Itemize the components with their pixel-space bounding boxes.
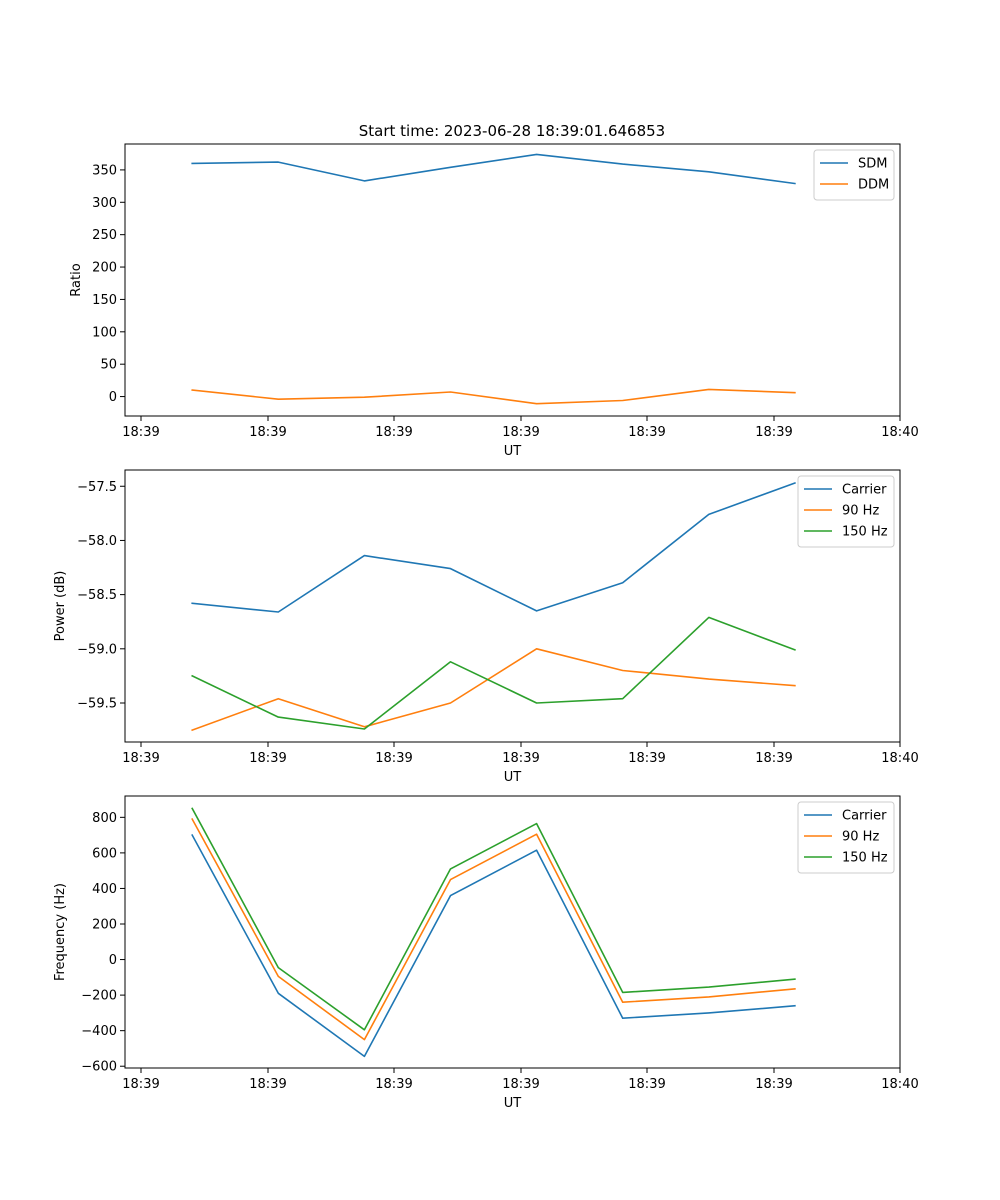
y-tick-label: 800 (92, 811, 117, 826)
x-tick-label: 18:39 (502, 751, 539, 766)
frequency-subplot: 18:39 18:39 18:39 18:39 18:39 18:39 18:40 −600 −… (53, 795, 919, 1111)
x-axis-label: UT (504, 444, 522, 459)
legend-label: DDM (858, 178, 889, 193)
y-tick-label: −400 (81, 1024, 117, 1039)
series-line-ddm (191, 388, 796, 405)
axes-frame (124, 143, 901, 417)
axes-frame (124, 795, 901, 1069)
series-line-sdm (191, 153, 796, 185)
legend: SDM DDM (813, 149, 895, 201)
series-line-150-hz (191, 807, 796, 1031)
x-axis-label: UT (504, 1096, 522, 1111)
x-tick-label: 18:39 (249, 751, 286, 766)
x-tick-label: 18:40 (881, 425, 918, 440)
legend-box (797, 475, 895, 548)
series-line-carrier (191, 834, 796, 1058)
figure-title: Start time: 2023-06-28 18:39:01.646853 (359, 122, 665, 140)
y-tick-label: 600 (92, 846, 117, 861)
legend-label: Carrier (842, 483, 887, 498)
y-tick-label: −59.5 (77, 696, 117, 711)
y-tick-label: −59.0 (77, 642, 117, 657)
series-line-carrier (191, 481, 796, 613)
power-subplot: 18:39 18:39 18:39 18:39 18:39 18:39 18:40 −59.5… (53, 469, 919, 785)
legend-label: SDM (858, 157, 887, 172)
x-tick-label: 18:39 (122, 1077, 159, 1092)
series-line-150-hz (191, 616, 796, 730)
x-tick-label: 18:39 (122, 425, 159, 440)
y-tick-label: 350 (92, 163, 117, 178)
y-tick-label: −200 (81, 989, 117, 1004)
x-tick-label: 18:39 (755, 1077, 792, 1092)
x-tick-label: 18:39 (755, 751, 792, 766)
x-tick-label: 18:39 (122, 751, 159, 766)
series-line-90-hz (191, 818, 796, 1041)
y-tick-label: 0 (109, 390, 117, 405)
x-tick-label: 18:39 (502, 425, 539, 440)
axes-frame (124, 469, 901, 743)
y-tick-label: −600 (81, 1060, 117, 1075)
legend-box (797, 801, 895, 874)
legend-label: 90 Hz (842, 504, 879, 519)
y-tick-label: 50 (100, 358, 117, 373)
x-tick-label: 18:39 (375, 425, 412, 440)
legend-label: 150 Hz (842, 525, 888, 540)
series-line-90-hz (191, 647, 796, 732)
x-tick-label: 18:39 (755, 425, 792, 440)
x-tick-label: 18:39 (628, 425, 665, 440)
y-tick-label: 400 (92, 882, 117, 897)
x-tick-label: 18:39 (502, 1077, 539, 1092)
legend-label: 150 Hz (842, 851, 888, 866)
y-axis-label: Ratio (69, 263, 84, 296)
x-axis-label: UT (504, 770, 522, 785)
legend-label: Carrier (842, 809, 887, 824)
y-tick-label: 0 (109, 953, 117, 968)
y-tick-label: 100 (92, 325, 117, 340)
y-tick-label: 200 (92, 261, 117, 276)
y-tick-label: 250 (92, 228, 117, 243)
x-tick-label: 18:39 (628, 751, 665, 766)
legend: Carrier 90 Hz 150 Hz (797, 475, 895, 548)
x-tick-label: 18:40 (881, 1077, 918, 1092)
x-tick-label: 18:39 (249, 425, 286, 440)
legend: Carrier 90 Hz 150 Hz (797, 801, 895, 874)
y-axis-label: Frequency (Hz) (53, 883, 68, 981)
y-tick-label: −57.5 (77, 480, 117, 495)
ratio-subplot: 18:39 18:39 18:39 18:39 18:39 18:39 18:40 0 50 10… (69, 143, 919, 459)
x-tick-label: 18:39 (375, 1077, 412, 1092)
y-tick-label: −58.0 (77, 534, 117, 549)
x-tick-label: 18:40 (881, 751, 918, 766)
y-axis-label: Power (dB) (53, 571, 68, 642)
y-tick-label: 200 (92, 918, 117, 933)
y-tick-label: 150 (92, 293, 117, 308)
x-tick-label: 18:39 (628, 1077, 665, 1092)
y-tick-label: 300 (92, 196, 117, 211)
x-tick-label: 18:39 (375, 751, 412, 766)
x-tick-label: 18:39 (249, 1077, 286, 1092)
legend-label: 90 Hz (842, 830, 879, 845)
y-tick-label: −58.5 (77, 588, 117, 603)
